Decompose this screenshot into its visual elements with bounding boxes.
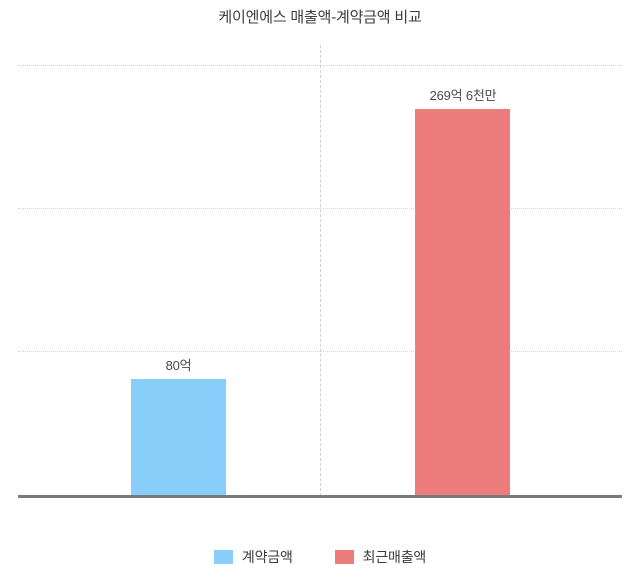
plot-area: 80억 269억 6천만 xyxy=(0,45,640,496)
legend-swatch-icon-recent-revenue xyxy=(334,550,354,564)
legend-label-contract-amount: 계약금액 xyxy=(241,549,293,565)
bar-label-contract-amount: 80억 xyxy=(165,358,192,373)
bar-label-recent-revenue: 269억 6천만 xyxy=(429,88,497,103)
category-separator xyxy=(320,45,321,496)
chart-title: 케이엔에스 매출액-계약금액 비교 xyxy=(218,9,422,26)
legend-label-recent-revenue: 최근매출액 xyxy=(362,549,427,565)
legend-item-contract-amount[interactable]: 계약금액 xyxy=(213,548,293,566)
legend-swatch-icon-contract-amount xyxy=(213,550,233,564)
axis-baseline xyxy=(18,495,622,498)
bar-contract-amount[interactable] xyxy=(131,379,226,496)
chart-legend: 계약금액 최근매출액 xyxy=(0,548,640,566)
bar-recent-revenue[interactable] xyxy=(415,109,510,496)
legend-item-recent-revenue[interactable]: 최근매출액 xyxy=(334,548,427,566)
